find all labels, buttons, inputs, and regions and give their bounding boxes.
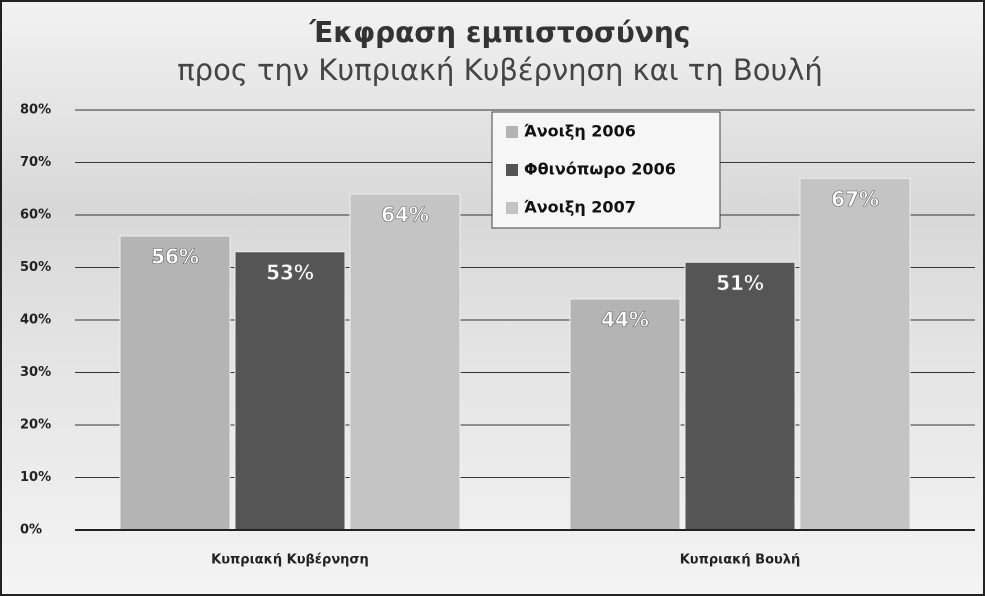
y-tick-label: 40%: [20, 313, 51, 328]
value-label: 67%: [831, 187, 879, 211]
chart-subtitle: προς την Κυπριακή Κυβέρνηση και τη Βουλή: [177, 53, 823, 87]
legend-label: Άνοιξη 2007: [524, 198, 636, 217]
legend-box: [491, 111, 721, 229]
bar: [684, 261, 796, 531]
legend-swatch: [506, 164, 518, 176]
legend-swatch: [506, 202, 518, 214]
legend-label: Άνοιξη 2006: [524, 122, 636, 141]
bar: [349, 193, 461, 531]
y-tick-label: 20%: [20, 418, 51, 433]
value-label: 64%: [381, 203, 429, 227]
y-tick-label: 70%: [20, 155, 51, 170]
value-label: 51%: [716, 271, 764, 295]
y-tick-label: 0%: [20, 523, 42, 538]
legend-label: Φθινόπωρο 2006: [524, 160, 676, 179]
bar: [234, 251, 346, 531]
y-tick-label: 30%: [20, 365, 51, 380]
y-tick-label: 80%: [20, 103, 51, 118]
bar: [569, 298, 681, 531]
x-tick-label: Κυπριακή Βουλή: [680, 553, 801, 568]
bar: [799, 177, 911, 531]
value-label: 56%: [151, 245, 199, 269]
bar: [119, 235, 231, 531]
x-tick-label: Κυπριακή Κυβέρνηση: [211, 553, 369, 568]
y-tick-label: 50%: [20, 260, 51, 275]
y-tick-label: 60%: [20, 208, 51, 223]
value-label: 44%: [601, 308, 649, 332]
legend-swatch: [506, 126, 518, 138]
y-tick-label: 10%: [20, 470, 51, 485]
value-label: 53%: [266, 260, 314, 284]
chart-title: Έκφραση εμπιστοσύνης: [309, 16, 691, 49]
